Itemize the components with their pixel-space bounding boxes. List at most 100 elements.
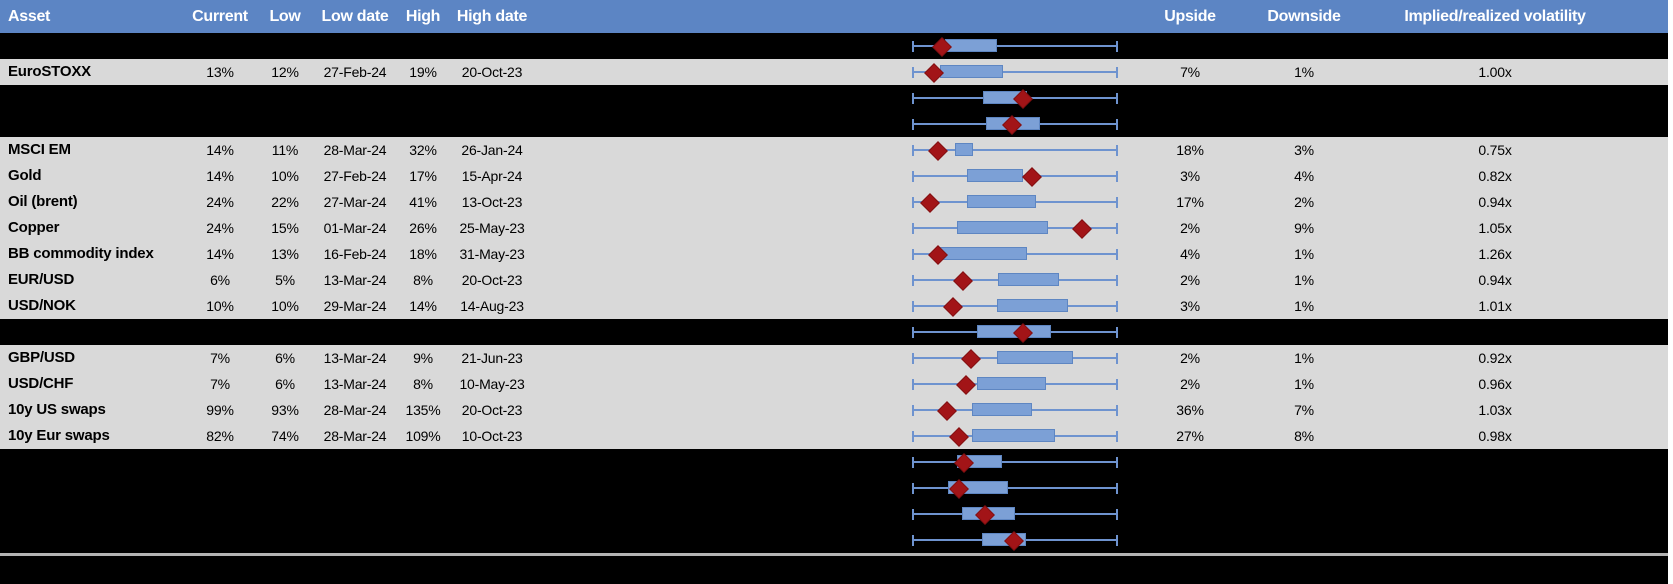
cell-upside: 27% (1176, 428, 1204, 444)
boxplot-whisker (912, 149, 1118, 151)
cell-vol: 0.92x (1478, 350, 1512, 366)
boxplot-box (939, 247, 1027, 260)
boxplot-whisker-cap-right (1116, 197, 1118, 208)
cell-vol: 0.82x (1478, 168, 1512, 184)
cell-asset: Gold (8, 167, 42, 184)
cell-upside: 18% (1176, 142, 1204, 158)
cell-low-date: 27-Feb-24 (323, 168, 387, 184)
table-row: EuroSTOXX 13% 12% 27-Feb-24 19% 20-Oct-23 7% 1%… (0, 59, 1668, 85)
cell-downside: 1% (1294, 64, 1314, 80)
boxplot-whisker-cap-right (1116, 275, 1118, 286)
cell-high: 26% (409, 220, 437, 236)
cell-upside: 2% (1180, 220, 1200, 236)
cell-current: 7% (210, 376, 230, 392)
cell-high-date: 20-Oct-23 (461, 272, 523, 288)
boxplot-whisker-cap-left (912, 249, 914, 260)
cell-current: 82% (206, 428, 234, 444)
cell-low: 6% (275, 376, 295, 392)
spacer-row (0, 527, 1668, 553)
cell-asset: Oil (brent) (8, 193, 78, 210)
cell-low: 5% (275, 272, 295, 288)
cell-high-date: 20-Oct-23 (461, 64, 523, 80)
cell-high-date: 10-Oct-23 (461, 428, 523, 444)
cell-upside: 2% (1180, 376, 1200, 392)
table-header: Asset Current Low Low date High High dat… (0, 0, 1668, 33)
boxplot-box (957, 221, 1048, 234)
cell-high-date: 10-May-23 (459, 376, 525, 392)
cell-downside: 1% (1294, 298, 1314, 314)
boxplot-whisker-cap-left (912, 327, 914, 338)
spacer-row (0, 319, 1668, 345)
table-row: Gold 14% 10% 27-Feb-24 17% 15-Apr-24 3% 4% 0.82x (0, 163, 1668, 189)
table-row: 10y US swaps 99% 93% 28-Mar-24 135% 20-Oct-23… (0, 397, 1668, 423)
boxplot-whisker-cap-left (912, 301, 914, 312)
cell-low-date: 28-Mar-24 (323, 428, 387, 444)
table-row: USD/NOK 10% 10% 29-Mar-24 14% 14-Aug-23 3% 1% 1.… (0, 293, 1668, 319)
header-cell-upside: Upside (1164, 8, 1216, 25)
cell-low-date: 28-Mar-24 (323, 402, 387, 418)
cell-asset: 10y US swaps (8, 401, 106, 418)
cell-asset: MSCI EM (8, 141, 71, 158)
spacer-row (0, 33, 1668, 59)
boxplot-whisker-cap-right (1116, 431, 1118, 442)
boxplot-whisker-cap-right (1116, 223, 1118, 234)
boxplot-current-marker (1072, 219, 1092, 239)
boxplot-whisker-cap-right (1116, 379, 1118, 390)
cell-high-date: 14-Aug-23 (460, 298, 524, 314)
header-cell-low-date: Low date (321, 8, 389, 25)
cell-low: 93% (271, 402, 299, 418)
boxplot-whisker-cap-right (1116, 457, 1118, 468)
boxplot-box (997, 351, 1073, 364)
table-row: MSCI EM 14% 11% 28-Mar-24 32% 26-Jan-24 18% 3% 0… (0, 137, 1668, 163)
cell-low: 13% (271, 246, 299, 262)
cell-current: 14% (206, 142, 234, 158)
cell-asset: USD/CHF (8, 375, 74, 392)
cell-current: 14% (206, 168, 234, 184)
boxplot-whisker-cap-left (912, 431, 914, 442)
header-cell-high-date: High date (456, 8, 528, 25)
cell-low-date: 28-Mar-24 (323, 142, 387, 158)
cell-vol: 0.94x (1478, 194, 1512, 210)
boxplot-box (976, 377, 1047, 390)
boxplot-whisker-cap-right (1116, 301, 1118, 312)
boxplot-whisker-cap-left (912, 509, 914, 520)
cell-downside: 2% (1294, 194, 1314, 210)
boxplot-whisker-cap-right (1116, 41, 1118, 52)
cell-current: 24% (206, 220, 234, 236)
header-cell-implied-realized-volatility: Implied/realized volatility (1404, 8, 1586, 25)
boxplot-whisker-cap-left (912, 379, 914, 390)
header-cell-asset: Asset (8, 8, 51, 25)
table-row: EUR/USD 6% 5% 13-Mar-24 8% 20-Oct-23 2% 1% 0.94x (0, 267, 1668, 293)
cell-low: 15% (271, 220, 299, 236)
cell-upside: 2% (1180, 272, 1200, 288)
cell-high-date: 13-Oct-23 (461, 194, 523, 210)
cell-upside: 3% (1180, 168, 1200, 184)
boxplot-whisker-cap-left (912, 119, 914, 130)
cell-asset: GBP/USD (8, 349, 75, 366)
cell-low-date: 01-Mar-24 (323, 220, 387, 236)
boxplot-current-marker (920, 193, 940, 213)
cell-vol: 1.00x (1478, 64, 1512, 80)
boxplot-current-marker (937, 401, 957, 421)
boxplot-box (972, 403, 1032, 416)
cell-high: 41% (409, 194, 437, 210)
boxplot-current-marker (956, 375, 976, 395)
boxplot-whisker-cap-right (1116, 535, 1118, 546)
cell-asset: Copper (8, 219, 60, 236)
cell-high-date: 20-Oct-23 (461, 402, 523, 418)
boxplot-whisker-cap-left (912, 145, 914, 156)
cell-high: 135% (405, 402, 441, 418)
cell-high: 8% (413, 272, 433, 288)
boxplot-whisker-cap-left (912, 275, 914, 286)
boxplot-current-marker (928, 141, 948, 161)
boxplot-whisker (912, 71, 1118, 73)
boxplot-whisker-cap-right (1116, 405, 1118, 416)
cell-asset: EuroSTOXX (8, 63, 91, 80)
cell-high: 14% (409, 298, 437, 314)
cell-high-date: 15-Apr-24 (461, 168, 523, 184)
cell-high: 17% (409, 168, 437, 184)
boxplot-whisker-cap-right (1116, 67, 1118, 78)
cell-current: 6% (210, 272, 230, 288)
boxplot-whisker-cap-left (912, 457, 914, 468)
cell-downside: 1% (1294, 350, 1314, 366)
